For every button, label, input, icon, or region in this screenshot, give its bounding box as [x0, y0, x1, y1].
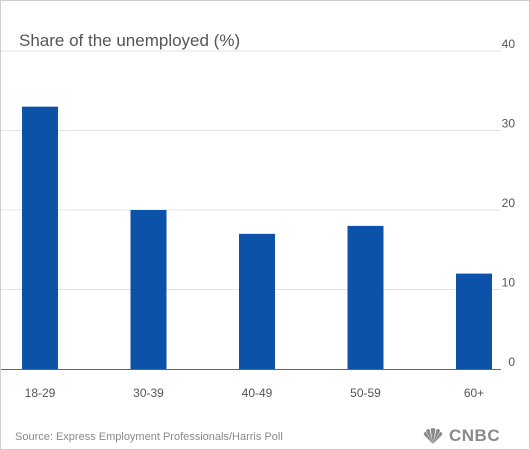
cnbc-logo: CNBC: [421, 426, 500, 446]
x-tick-label: 30-39: [133, 386, 164, 400]
y-tick-label: 10: [502, 276, 516, 290]
bar-40-49: [239, 233, 275, 369]
y-tick-label: 20: [502, 196, 516, 210]
y-tick-label: 0: [508, 355, 515, 369]
bar-60+: [456, 273, 492, 369]
x-tick-label: 50-59: [350, 386, 381, 400]
source-note: Source: Express Employment Professionals…: [15, 431, 283, 443]
x-tick-label: 40-49: [242, 386, 273, 400]
peacock-icon: [423, 428, 443, 444]
chart-title: Share of the unemployed (%): [19, 31, 241, 50]
bar-chart: 0 10 20 30 40 18-29 30-39 40-49 50-59 60+: [1, 37, 516, 400]
x-tick-label: 60+: [464, 386, 484, 400]
x-tick-label: 18-29: [25, 386, 56, 400]
y-tick-label: 30: [502, 117, 516, 131]
bar-30-39: [130, 210, 167, 369]
logo-wordmark: CNBC: [449, 426, 501, 445]
bar-50-59: [347, 225, 384, 369]
y-tick-label: 40: [502, 37, 516, 51]
bar-18-29: [22, 106, 58, 370]
